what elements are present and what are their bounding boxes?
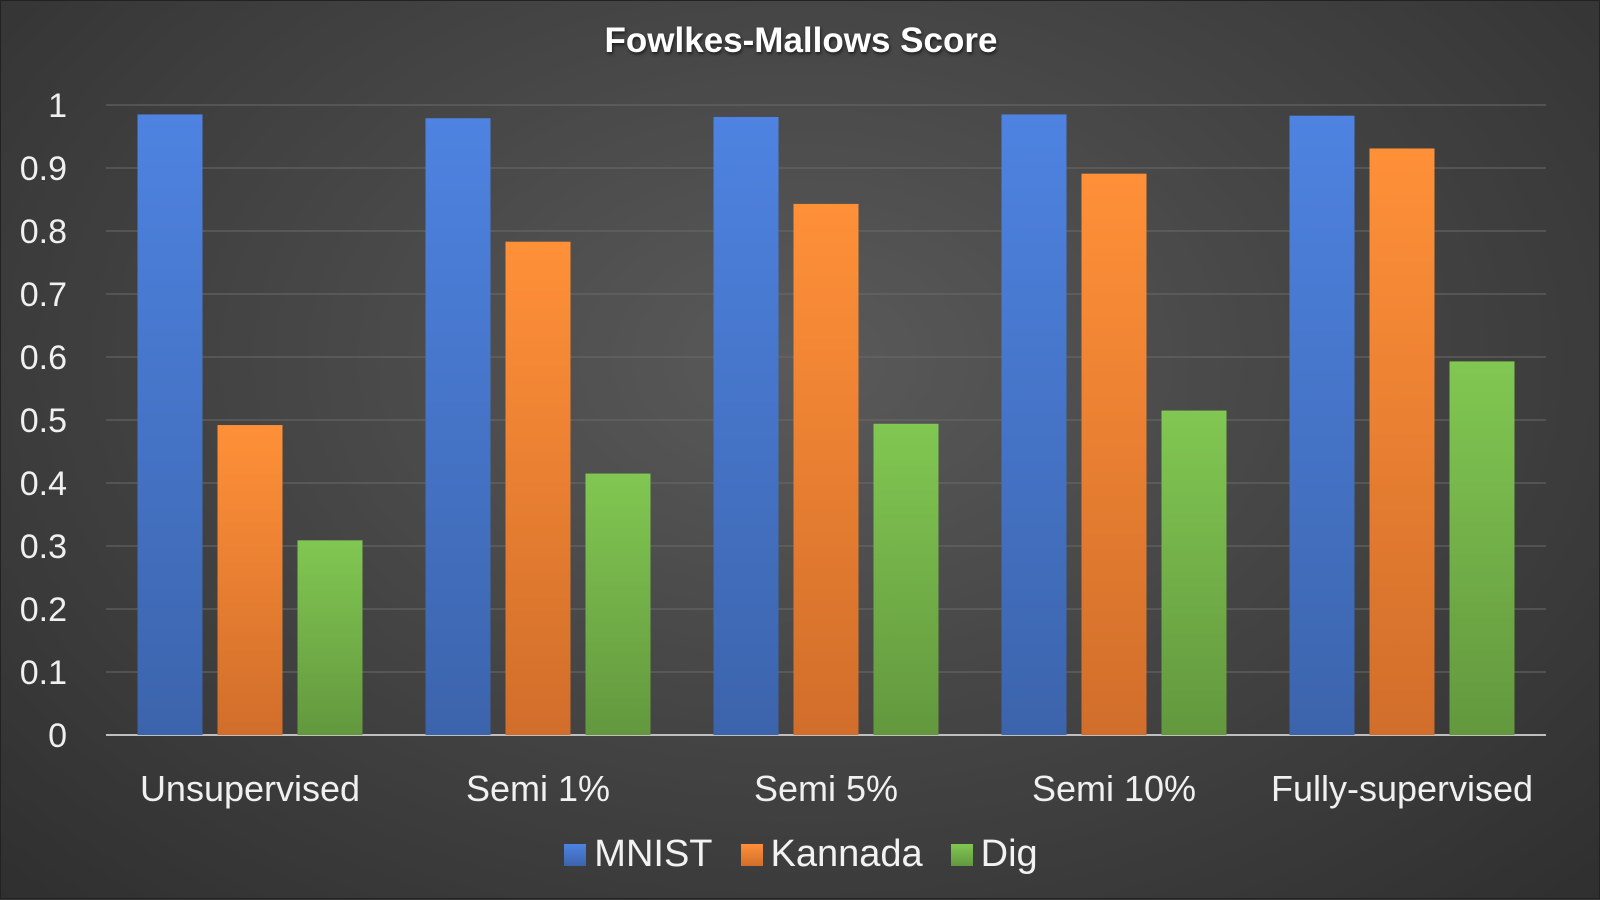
bar-mnist-0 [137,114,203,735]
legend-item-mnist: MNIST [564,833,713,876]
bars [137,114,1515,736]
bar-dig-1 [585,473,651,735]
x-axis-ticks: Unsupervised Semi 1% Semi 5% Semi 10% Fully-… [140,768,1533,809]
legend-label: Dig [980,833,1038,875]
y-tick-label: 0 [48,717,67,755]
y-tick-label: 0.4 [20,465,67,503]
bar-kannada-1 [505,241,571,735]
bar-kannada-4 [1369,148,1435,736]
legend-swatch [740,843,763,866]
bar-mnist-4 [1289,115,1355,735]
x-tick-label: Semi 1% [466,768,610,809]
chart-title: Fowlkes-Mallows Score [604,21,998,60]
legend: MNIST Kannada Dig [1,833,1600,876]
y-tick-label: 0.1 [20,654,67,692]
x-tick-label: Fully-supervised [1271,768,1533,809]
legend-swatch [950,843,973,866]
y-axis-ticks: 0 0.1 0.2 0.3 0.4 0.5 0.6 0.7 0.8 0.9 1 [20,87,67,755]
y-tick-label: 0.9 [20,150,67,188]
legend-label: Kannada [770,833,923,875]
legend-item-kannada: Kannada [740,833,923,876]
legend-label: MNIST [594,833,713,875]
y-tick-label: 0.3 [20,528,67,566]
y-tick-label: 0.8 [20,213,67,251]
bar-kannada-0 [217,425,283,735]
bar-mnist-1 [425,118,491,736]
bar-kannada-2 [793,203,859,735]
y-tick-label: 0.5 [20,402,67,440]
bar-dig-3 [1161,410,1227,735]
y-tick-label: 0.7 [20,276,67,314]
bar-dig-0 [297,540,363,735]
legend-item-dig: Dig [950,833,1038,876]
bar-mnist-2 [713,116,779,736]
x-tick-label: Semi 5% [754,768,898,809]
y-tick-label: 0.6 [20,339,67,377]
x-tick-label: Semi 10% [1032,768,1196,809]
y-tick-label: 1 [48,87,67,125]
x-tick-label: Unsupervised [140,768,360,809]
y-tick-label: 0.2 [20,591,67,629]
bar-mnist-3 [1001,114,1067,735]
legend-swatch [564,843,587,866]
bar-dig-2 [873,423,939,735]
bar-dig-4 [1449,361,1515,735]
bar-kannada-3 [1081,173,1147,736]
